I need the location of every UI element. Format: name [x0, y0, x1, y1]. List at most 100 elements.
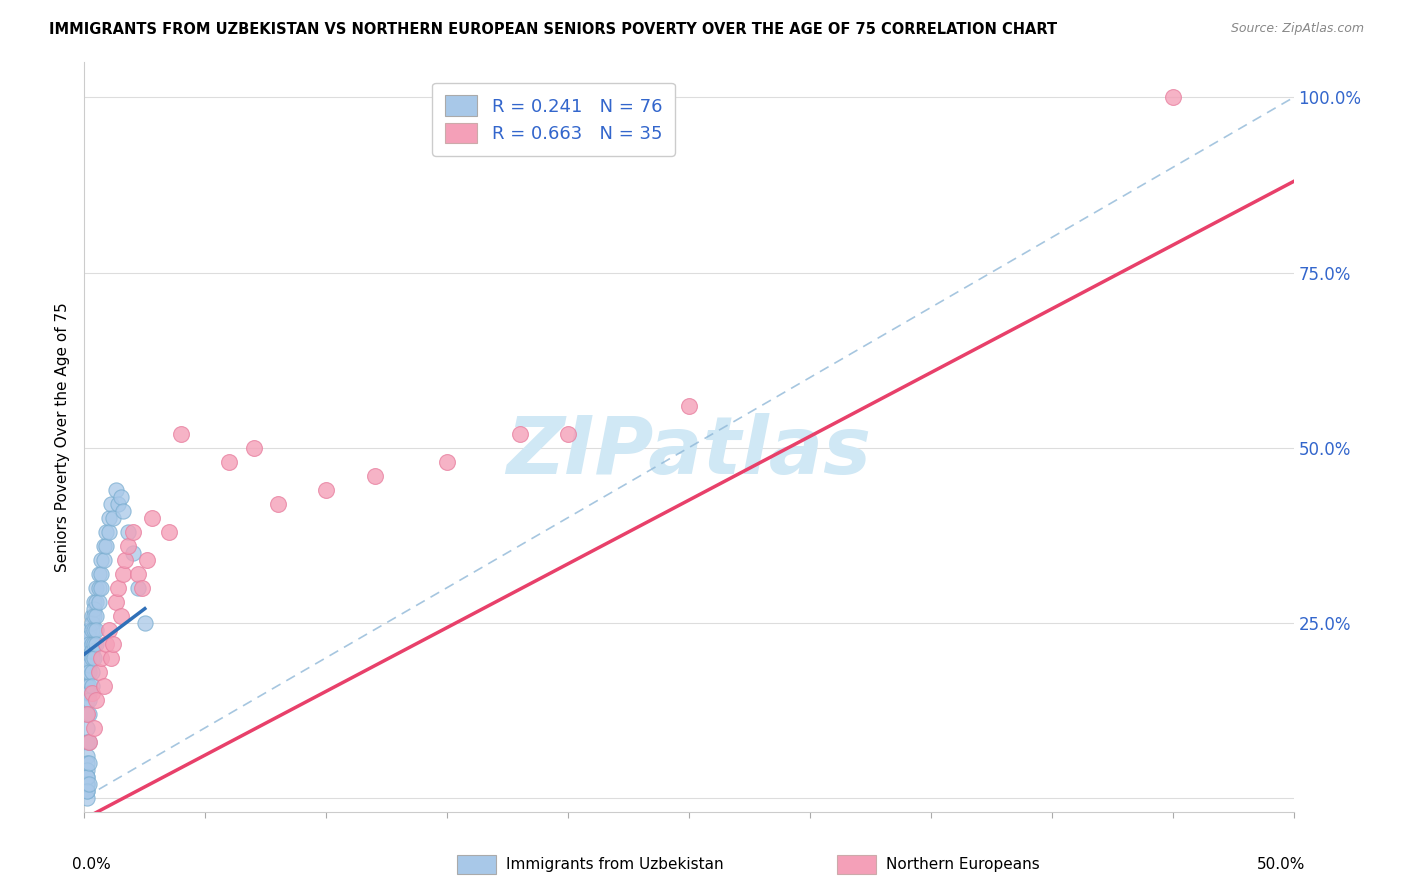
Point	[86, 692, 108, 706]
Text: 0.0%: 0.0%	[72, 856, 111, 871]
Point	[90, 581, 112, 595]
Point	[76, 770, 98, 784]
Point	[77, 637, 100, 651]
Point	[80, 623, 103, 637]
Point	[103, 637, 125, 651]
Legend: R = 0.241   N = 76, R = 0.663   N = 35: R = 0.241 N = 76, R = 0.663 N = 35	[432, 83, 675, 156]
Point	[315, 483, 337, 497]
Point	[76, 783, 98, 797]
Point	[90, 566, 112, 581]
Point	[83, 721, 105, 735]
Point	[76, 657, 98, 672]
Point	[87, 665, 110, 679]
Point	[77, 686, 100, 700]
Point	[93, 552, 115, 566]
Point	[157, 524, 180, 539]
Point	[86, 637, 108, 651]
Point	[77, 657, 100, 672]
Point	[77, 665, 100, 679]
Text: Source: ZipAtlas.com: Source: ZipAtlas.com	[1230, 22, 1364, 36]
Point	[76, 686, 98, 700]
Point	[1161, 90, 1184, 104]
Point	[117, 539, 139, 553]
Point	[114, 552, 136, 566]
Point	[112, 503, 135, 517]
Point	[97, 510, 120, 524]
Point	[87, 594, 110, 608]
Point	[83, 623, 105, 637]
Point	[121, 524, 143, 539]
Point	[76, 770, 98, 784]
Text: 50.0%: 50.0%	[1257, 856, 1306, 871]
Point	[86, 581, 108, 595]
Point	[121, 546, 143, 560]
Point	[104, 483, 127, 497]
Point	[76, 650, 98, 665]
Point	[77, 756, 100, 770]
Point	[509, 426, 531, 441]
Point	[77, 650, 100, 665]
Point	[76, 734, 98, 748]
Point	[76, 777, 98, 791]
Point	[112, 566, 135, 581]
Point	[77, 679, 100, 693]
Point	[77, 777, 100, 791]
Point	[557, 426, 579, 441]
Point	[110, 608, 132, 623]
Point	[76, 790, 98, 805]
Point	[76, 692, 98, 706]
Point	[103, 510, 125, 524]
Point	[76, 706, 98, 721]
Point	[90, 552, 112, 566]
Point	[93, 679, 115, 693]
Point	[100, 650, 122, 665]
Point	[94, 524, 117, 539]
Point	[117, 524, 139, 539]
Point	[97, 524, 120, 539]
Point	[110, 490, 132, 504]
Point	[76, 763, 98, 777]
Point	[83, 608, 105, 623]
Point	[76, 756, 98, 770]
Point	[127, 581, 149, 595]
Point	[87, 566, 110, 581]
Point	[80, 665, 103, 679]
Point	[86, 594, 108, 608]
Point	[80, 686, 103, 700]
Text: IMMIGRANTS FROM UZBEKISTAN VS NORTHERN EUROPEAN SENIORS POVERTY OVER THE AGE OF : IMMIGRANTS FROM UZBEKISTAN VS NORTHERN E…	[49, 22, 1057, 37]
Point	[77, 630, 100, 644]
Point	[94, 539, 117, 553]
Point	[170, 426, 193, 441]
Point	[83, 601, 105, 615]
Point	[242, 441, 264, 455]
Point	[363, 468, 385, 483]
Point	[76, 706, 98, 721]
Point	[76, 637, 98, 651]
Point	[93, 539, 115, 553]
Point	[136, 552, 159, 566]
Point	[97, 623, 120, 637]
Point	[80, 608, 103, 623]
Text: Immigrants from Uzbekistan: Immigrants from Uzbekistan	[506, 857, 724, 871]
Point	[77, 734, 100, 748]
Point	[218, 454, 240, 468]
Point	[76, 748, 98, 763]
Point	[77, 623, 100, 637]
Point	[87, 581, 110, 595]
Point	[86, 623, 108, 637]
Point	[678, 399, 700, 413]
Point	[80, 637, 103, 651]
Point	[77, 706, 100, 721]
Point	[86, 608, 108, 623]
Point	[80, 679, 103, 693]
Point	[107, 581, 129, 595]
Point	[436, 454, 458, 468]
Point	[76, 721, 98, 735]
Point	[77, 692, 100, 706]
Point	[134, 615, 156, 630]
Point	[94, 637, 117, 651]
Point	[77, 734, 100, 748]
Point	[76, 679, 98, 693]
Text: Northern Europeans: Northern Europeans	[886, 857, 1039, 871]
Point	[76, 777, 98, 791]
